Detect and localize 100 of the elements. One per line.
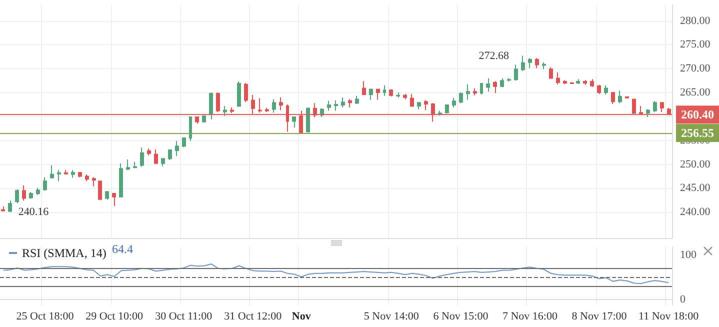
candlestick: [279, 96, 283, 111]
candlestick: [597, 84, 601, 94]
candlestick: [480, 82, 483, 95]
candlestick: [22, 184, 26, 202]
candlestick: [161, 158, 165, 167]
candlestick: [71, 170, 75, 178]
candlestick: [493, 80, 497, 94]
candlestick: [15, 188, 19, 204]
candlestick: [424, 100, 428, 111]
x-tick-label: 25 Oct 18:00: [16, 310, 74, 322]
candlestick: [653, 100, 657, 113]
candlestick: [625, 96, 629, 99]
candlestick: [98, 180, 102, 201]
candlestick: [369, 88, 373, 100]
candlestick: [237, 81, 241, 108]
candlestick: [466, 84, 470, 100]
candlestick: [348, 98, 352, 108]
candlestick: [583, 80, 587, 86]
x-tick-label: 29 Oct 10:00: [86, 310, 144, 322]
y-tick-label: 270.00: [680, 62, 711, 75]
candlestick: [590, 78, 594, 88]
candlestick: [556, 72, 560, 85]
candlestick: [43, 176, 47, 192]
candlestick: [292, 116, 296, 128]
candlestick: [570, 82, 574, 84]
y-tick-label: 280.00: [680, 14, 711, 27]
candlestick: [383, 84, 386, 96]
candlestick: [244, 82, 248, 103]
ref-line-label: 256.55: [681, 126, 714, 140]
x-tick-label: 5 Nov 14:00: [364, 310, 420, 322]
y-tick-label: 240.00: [680, 206, 711, 218]
candlestick: [306, 106, 310, 134]
candlestick: [514, 64, 518, 82]
candlestick: [396, 92, 400, 98]
candlestick: [265, 107, 269, 113]
candlestick: [50, 164, 54, 180]
candlestick: [57, 170, 61, 182]
x-tick-label: Nov: [292, 310, 312, 322]
candlestick: [126, 159, 130, 171]
x-tick-label: 31 Oct 12:00: [224, 310, 282, 322]
ref-line-label: 260.40: [681, 108, 714, 122]
candlestick: [521, 55, 525, 72]
candlestick: [604, 84, 608, 95]
candlestick: [209, 92, 213, 120]
candlestick: [507, 78, 511, 82]
candlestick: [334, 100, 338, 112]
candlestick: [542, 62, 546, 70]
candlestick: [528, 58, 532, 69]
candlestick: [36, 187, 40, 196]
y-tick-label: 275.00: [680, 38, 711, 51]
y-tick-label: 245.00: [680, 182, 711, 194]
candlestick: [85, 174, 89, 182]
y-tick-label: 265.00: [680, 86, 711, 99]
line-series: [2, 263, 670, 284]
candlestick: [327, 100, 331, 112]
candlestick: [272, 98, 276, 114]
candlestick: [362, 80, 366, 96]
candlestick: [119, 162, 123, 198]
candlestick: [535, 58, 539, 69]
y-tick-label: 250.00: [680, 158, 711, 170]
x-tick-label: 6 Nov 15:00: [433, 310, 489, 322]
candlestick: [660, 102, 664, 113]
candlestick: [563, 80, 567, 84]
annotation: 272.68: [478, 50, 510, 62]
candlestick: [376, 88, 380, 100]
x-tick-label: 8 Nov 17:00: [572, 310, 628, 322]
candlestick: [500, 78, 504, 88]
candlestick: [154, 148, 158, 164]
candlestick: [646, 108, 650, 118]
candlestick: [216, 92, 220, 113]
candlestick: [189, 116, 192, 142]
candlestick: [1, 206, 5, 212]
x-tick-label: 30 Oct 11:00: [155, 310, 213, 322]
candlestick: [611, 92, 615, 105]
candlestick: [452, 97, 456, 108]
candlestick: [459, 92, 463, 104]
candlestick: [403, 93, 407, 100]
candlestick: [78, 171, 82, 178]
candlestick: [410, 93, 414, 108]
x-tick-label: 11 Nov 18:00: [638, 310, 700, 322]
annotation: 240.16: [18, 206, 50, 218]
annotation: 64.4: [112, 242, 133, 256]
candlestick: [486, 78, 490, 92]
candlestick: [445, 104, 449, 114]
candlestick: [29, 192, 33, 200]
y-tick-label: 100: [680, 249, 697, 262]
candlestick: [147, 148, 151, 156]
candlestick: [355, 95, 359, 105]
legend-label: RSI (SMMA, 14): [22, 246, 106, 260]
candlestick: [341, 96, 345, 108]
candlestick: [417, 102, 421, 110]
candlestick: [105, 190, 109, 200]
candlestick: [64, 170, 68, 175]
candlestick: [473, 88, 477, 96]
candlestick: [133, 161, 137, 169]
candlestick: [182, 137, 186, 148]
candlestick: [140, 147, 144, 168]
candlestick: [8, 200, 12, 213]
candlestick: [202, 115, 206, 124]
candlestick: [92, 176, 96, 187]
